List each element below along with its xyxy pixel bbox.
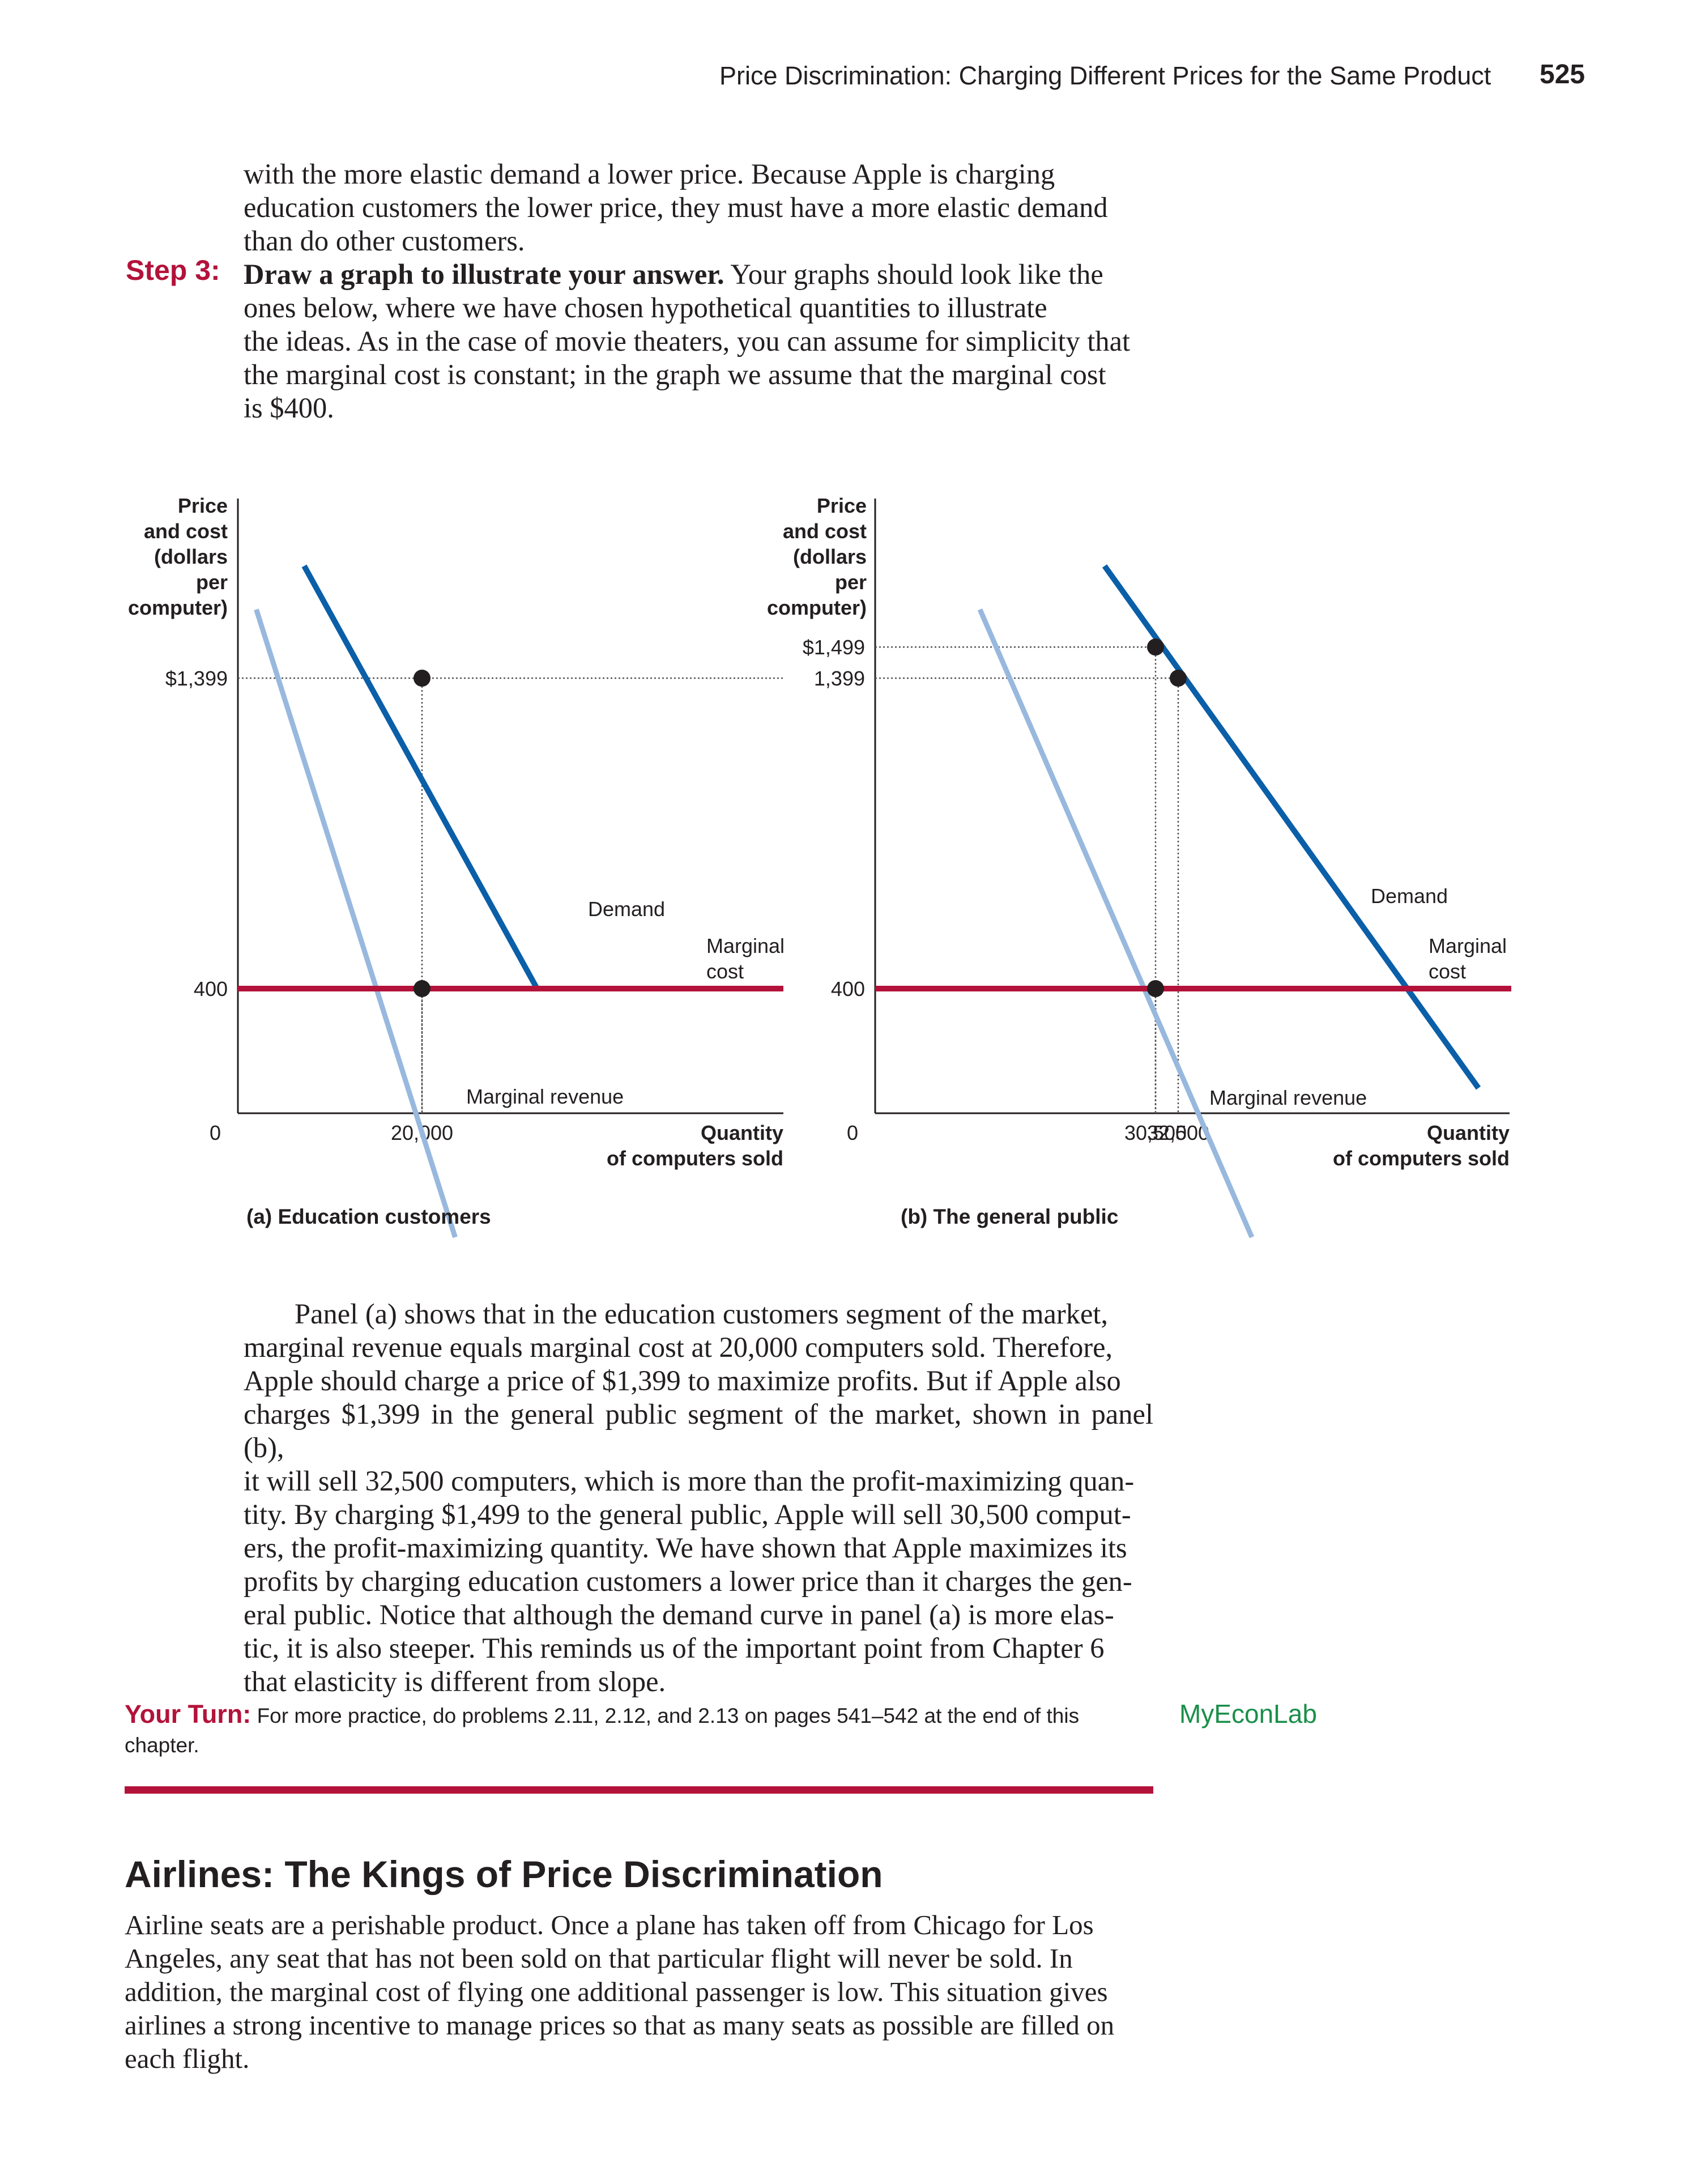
myeconlab-link[interactable]: MyEconLab [1179, 1698, 1317, 1729]
step-3-line: the ideas. As in the case of movie theat… [244, 325, 1131, 357]
your-turn-text-end: chapter. [125, 1734, 199, 1757]
x-axis-label: Quantity [701, 1121, 783, 1144]
intro-line: than do other customers. [244, 225, 525, 257]
discussion-line: Panel (a) shows that in the education cu… [295, 1298, 1109, 1330]
section-line: addition, the marginal cost of flying on… [125, 1976, 1108, 2007]
step-3-line: Draw a graph to illustrate your answer. … [244, 258, 1153, 291]
y-axis-label: and cost [783, 520, 867, 543]
page-number: 525 [1540, 59, 1585, 90]
section-line: airlines a strong incentive to manage pr… [125, 2010, 1115, 2041]
y-tick-label: $1,499 [803, 636, 865, 659]
marginal-revenue-label: Marginal revenue [466, 1085, 624, 1108]
discussion-line: tity. By charging $1,499 to the general … [244, 1498, 1131, 1530]
your-turn-text: For more practice, do problems 2.11, 2.1… [251, 1704, 1080, 1727]
section-paragraph: Airline seats are a perishable product. … [125, 1908, 1153, 2075]
y-axis-label: Price [817, 494, 867, 517]
discussion-line: tic, it is also steeper. This reminds us… [244, 1632, 1105, 1664]
y-tick-label: 400 [831, 977, 865, 1001]
y-tick-label: 400 [194, 977, 228, 1001]
section-heading: Airlines: The Kings of Price Discriminat… [125, 1853, 883, 1895]
step-3-line: ones below, where we have chosen hypothe… [244, 292, 1047, 323]
section-divider [125, 1786, 1153, 1794]
intro-line: with the more elastic demand a lower pri… [244, 158, 1055, 190]
x-tick-label: 30,500 [1124, 1121, 1187, 1144]
discussion-line: that elasticity is different from slope. [244, 1666, 666, 1697]
origin-label: 0 [210, 1121, 221, 1144]
discussion-paragraph: Panel (a) shows that in the education cu… [244, 1297, 1153, 1698]
equilibrium-point [1170, 670, 1187, 687]
x-axis-label: of computers sold [1333, 1147, 1510, 1170]
step-3-paragraph: Draw a graph to illustrate your answer. … [244, 258, 1153, 425]
marginal-cost-label: Marginal [706, 934, 785, 957]
y-axis-label: (dollars [793, 545, 867, 568]
discussion-line: Apple should charge a price of $1,399 to… [244, 1365, 1121, 1397]
y-axis-label: computer) [128, 596, 228, 619]
panel-caption: (b) The general public [901, 1205, 1118, 1228]
myeconlab-brand-lab: Lab [1273, 1699, 1317, 1729]
x-axis-label: Quantity [1427, 1121, 1510, 1144]
step-3-line: is $400. [244, 392, 334, 424]
discussion-line: marginal revenue equals marginal cost at… [244, 1331, 1113, 1363]
intro-line: education customers the lower price, the… [244, 191, 1108, 223]
discussion-line: eral public. Notice that although the de… [244, 1599, 1114, 1630]
myeconlab-brand: MyEcon [1179, 1699, 1274, 1729]
section-line: each flight. [125, 2043, 250, 2074]
equilibrium-point [414, 670, 430, 687]
y-axis-label: Price [178, 494, 228, 517]
y-tick-label: $1,399 [165, 667, 228, 690]
y-tick-label: 1,399 [814, 667, 865, 690]
step-3-bold-lead: Draw a graph to illustrate your answer. [244, 258, 724, 290]
marginal-revenue-curve [977, 608, 1255, 1238]
demand-curve [1102, 564, 1481, 1090]
equilibrium-point [414, 980, 430, 997]
section-line: Angeles, any seat that has not been sold… [125, 1943, 1073, 1974]
y-axis-label: per [835, 571, 867, 594]
section-line: Airline seats are a perishable product. … [125, 1909, 1094, 1940]
discussion-line: charges $1,399 in the general public seg… [244, 1398, 1153, 1463]
your-turn-label: Your Turn: [125, 1700, 252, 1729]
marginal-cost-label: cost [706, 960, 744, 983]
marginal-cost-label: cost [1429, 960, 1466, 983]
discussion-line: profits by charging education customers … [244, 1565, 1132, 1597]
marginal-revenue-curve [254, 608, 458, 1238]
y-axis-label: (dollars [154, 545, 228, 568]
your-turn-note: Your Turn: For more practice, do problem… [125, 1700, 1144, 1760]
intro-paragraph: with the more elastic demand a lower pri… [244, 157, 1153, 258]
demand-label: Demand [588, 897, 665, 921]
x-axis-label: of computers sold [607, 1147, 783, 1170]
demand-label: Demand [1371, 884, 1448, 908]
panel-caption: (a) Education customers [246, 1205, 491, 1228]
y-axis-label: per [196, 571, 228, 594]
y-axis-label: computer) [767, 596, 867, 619]
marginal-revenue-label: Marginal revenue [1209, 1086, 1367, 1109]
equilibrium-point [1147, 980, 1164, 997]
step-3-line-rest: Your graphs should look like the [724, 258, 1103, 290]
y-axis-label: and cost [144, 520, 228, 543]
step-3-line: the marginal cost is constant; in the gr… [244, 359, 1106, 390]
x-tick-label: 32,500 [1147, 1121, 1209, 1144]
step-3-label: Step 3: [126, 254, 220, 286]
demand-curve [301, 564, 540, 990]
equilibrium-point [1147, 638, 1164, 656]
marginal-cost-label: Marginal [1429, 934, 1507, 957]
discussion-line: ers, the profit-maximizing quantity. We … [244, 1532, 1127, 1564]
discussion-line: it will sell 32,500 computers, which is … [244, 1465, 1135, 1497]
running-header-title: Price Discrimination: Charging Different… [719, 61, 1491, 90]
origin-label: 0 [847, 1121, 858, 1144]
